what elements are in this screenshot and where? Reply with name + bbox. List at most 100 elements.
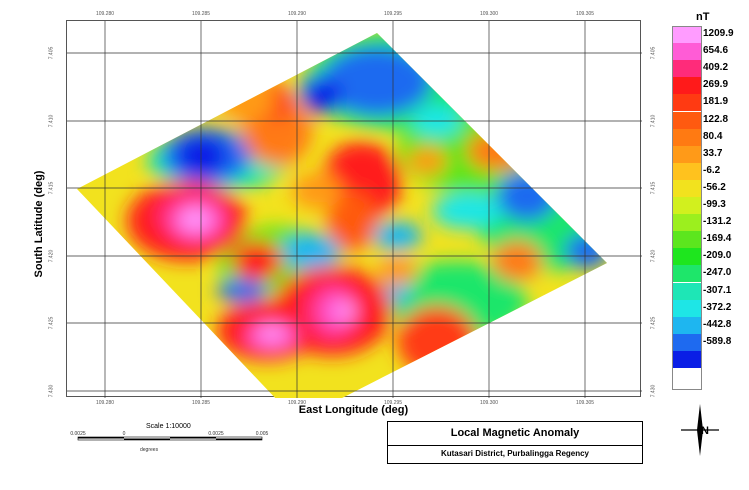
legend-swatch [672, 43, 702, 61]
right-tick-label: 7.420 [650, 249, 657, 263]
legend-label: -247.0 [703, 267, 732, 279]
top-tick-label: 109.295 [383, 11, 403, 17]
scale-bar [77, 436, 263, 441]
legend-swatch [672, 60, 702, 78]
legend-swatch [672, 350, 702, 368]
right-tick-label: 7.415 [650, 181, 657, 195]
legend-label: -372.2 [703, 301, 732, 313]
legend-swatch [672, 231, 702, 249]
legend-entry: 122.8 [672, 111, 738, 129]
top-tick-label: 109.280 [95, 11, 115, 17]
legend-entry: 33.7 [672, 145, 738, 163]
legend-label: 269.9 [703, 79, 729, 91]
legend-swatch [672, 111, 702, 129]
legend-entry: 269.9 [672, 77, 738, 95]
anomaly-surface [77, 33, 607, 398]
right-tick-label: 7.410 [650, 114, 657, 128]
anomaly-map [67, 21, 642, 398]
top-tick-label: 109.300 [479, 11, 499, 17]
legend-swatch [672, 197, 702, 215]
legend-swatch [672, 333, 702, 351]
legend-swatch [672, 179, 702, 197]
legend-label: -6.2 [703, 164, 721, 176]
legend-label: -99.3 [703, 199, 726, 210]
top-tick-label: 109.285 [191, 11, 211, 17]
legend-entry: -209.0 [672, 248, 738, 266]
legend-label: -442.8 [703, 318, 732, 330]
legend-label: 409.2 [703, 62, 729, 74]
top-tick-label: 109.290 [287, 11, 307, 17]
legend-label: -307.1 [703, 284, 732, 296]
legend-entry: -442.8 [672, 316, 738, 334]
scale-tick: 0 [122, 431, 126, 437]
left-tick-label: 7.425 [48, 316, 55, 330]
legend-label: 654.6 [703, 45, 729, 57]
legend-label: 1209.9 [703, 28, 734, 39]
scale-unit: degrees [140, 447, 159, 453]
left-tick-label: 7.405 [48, 46, 55, 60]
legend-swatch [672, 128, 702, 146]
title-box: Local Magnetic Anomaly Kutasari District… [387, 421, 643, 464]
legend-unit: nT [696, 11, 710, 23]
grid-lines [67, 21, 642, 398]
legend-label: 33.7 [703, 147, 723, 159]
y-axis-label: South Latitude (deg) [33, 170, 45, 278]
legend-entry: -372.2 [672, 299, 738, 317]
legend-entry: -307.1 [672, 282, 738, 300]
bottom-tick-label: 109.280 [95, 400, 115, 406]
legend-swatch [672, 248, 702, 266]
top-tick-label: 109.305 [575, 11, 595, 17]
bottom-tick-label: 109.295 [383, 400, 403, 406]
scale-text: Scale 1:10000 [146, 423, 191, 430]
legend-swatch [672, 145, 702, 163]
north-label: N [701, 425, 709, 437]
left-tick-label: 7.415 [48, 181, 55, 195]
bottom-tick-label: 109.305 [575, 400, 595, 406]
legend-swatch [672, 94, 702, 112]
legend-swatch [672, 265, 702, 283]
legend-label: -589.8 [703, 335, 732, 347]
legend-swatch [672, 282, 702, 300]
legend-entry: -56.2 [672, 179, 738, 197]
legend-entry: 1209.9 [672, 26, 738, 44]
scale-tick: 0.0025 [70, 431, 86, 437]
legend-entry: 181.9 [672, 94, 738, 112]
legend-entry: -6.2 [672, 162, 738, 180]
legend-entry: -247.0 [672, 265, 738, 283]
legend-entry: -589.8 [672, 333, 738, 351]
bottom-tick-label: 109.290 [287, 400, 307, 406]
legend-entry: -131.2 [672, 214, 738, 232]
left-tick-label: 7.410 [48, 114, 55, 128]
legend-label: 122.8 [703, 113, 729, 125]
legend-label: 80.4 [703, 130, 723, 142]
right-tick-label: 7.430 [650, 384, 657, 398]
right-tick-label: 7.405 [650, 46, 657, 60]
legend-swatch [672, 299, 702, 317]
legend-swatch [672, 162, 702, 180]
legend-label: -209.0 [703, 250, 732, 262]
legend-entry: 409.2 [672, 60, 738, 78]
bottom-tick-label: 109.285 [191, 400, 211, 406]
legend-entry: 654.6 [672, 43, 738, 61]
legend-label: -169.4 [703, 233, 732, 245]
legend-swatch [672, 26, 702, 44]
x-axis-label: East Longitude (deg) [298, 404, 409, 416]
map-frame: 109.280 109.285 109.290 109.295 109.300 … [48, 11, 656, 406]
left-tick-label: 7.420 [48, 249, 55, 263]
legend-swatch [672, 214, 702, 232]
map-title: Local Magnetic Anomaly [388, 422, 642, 446]
legend-entry: -169.4 [672, 231, 738, 249]
left-tick-label: 7.430 [48, 384, 55, 398]
legend-swatch [672, 77, 702, 95]
north-arrow-icon: N [681, 404, 719, 456]
scale-tick: 0.0025 [208, 431, 224, 437]
map-subtitle: Kutasari District, Purbalingga Regency [440, 449, 590, 458]
scale-tick: 0.005 [255, 431, 269, 437]
legend-label: 181.9 [703, 96, 729, 108]
legend-entry [672, 350, 738, 368]
legend-label: -131.2 [703, 216, 732, 228]
right-tick-label: 7.425 [650, 316, 657, 330]
legend-entry: -99.3 [672, 197, 738, 215]
legend-label: -56.2 [703, 181, 726, 193]
bottom-tick-label: 109.300 [479, 400, 499, 406]
